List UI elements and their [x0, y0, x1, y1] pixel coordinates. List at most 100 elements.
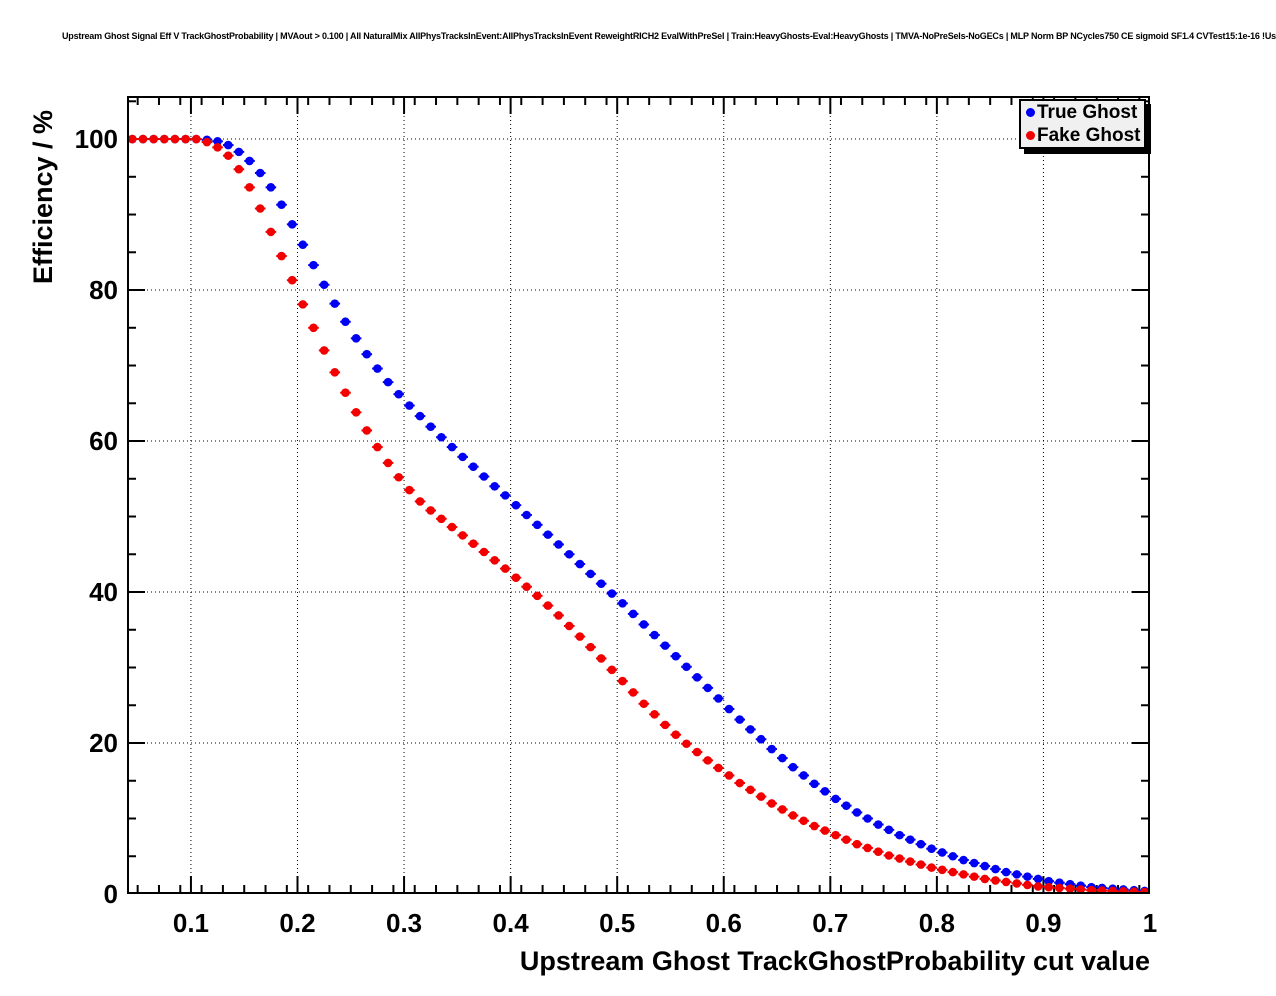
data-point-fake-ghost — [852, 839, 862, 849]
data-point-true-ghost — [458, 452, 467, 462]
data-point-fake-ghost — [756, 792, 766, 801]
data-point-true-ghost — [543, 530, 553, 539]
data-point-true-ghost — [1012, 870, 1022, 879]
data-point-fake-ghost — [682, 739, 691, 749]
data-point-true-ghost — [447, 442, 457, 452]
data-point-fake-ghost — [788, 811, 798, 820]
data-point-true-ghost — [309, 260, 318, 270]
data-point-true-ghost — [575, 559, 585, 569]
data-point-fake-ghost — [820, 826, 830, 835]
data-point-true-ghost — [1001, 867, 1011, 877]
frame-border — [127, 96, 1150, 894]
data-point-true-ghost — [586, 569, 595, 579]
data-point-true-ghost — [820, 787, 830, 796]
data-point-fake-ghost — [554, 611, 563, 620]
data-point-fake-ghost — [394, 472, 404, 482]
data-point-true-ghost — [660, 641, 670, 650]
data-point-fake-ghost — [181, 134, 190, 144]
y-tick-label-40: 40 — [89, 577, 118, 607]
data-point-true-ghost — [692, 673, 702, 682]
legend-label: Fake Ghost — [1037, 125, 1141, 146]
data-point-fake-ghost — [831, 830, 840, 840]
data-point-fake-ghost — [223, 151, 233, 160]
data-point-true-ghost — [852, 808, 862, 817]
data-point-fake-ghost — [948, 867, 958, 877]
data-point-fake-ghost — [959, 870, 968, 879]
y-axis-title: Efficiency / % — [28, 109, 58, 284]
data-point-fake-ghost — [287, 275, 297, 285]
data-point-true-ghost — [703, 683, 713, 693]
data-point-fake-ghost — [980, 874, 990, 884]
data-point-true-ghost — [927, 844, 936, 854]
data-point-true-ghost — [969, 858, 979, 868]
data-point-true-ghost — [905, 835, 915, 844]
data-point-fake-ghost — [628, 688, 638, 697]
data-point-fake-ghost — [991, 876, 1000, 885]
data-point-true-ghost — [330, 299, 340, 308]
data-point-true-ghost — [618, 599, 627, 608]
data-point-true-ghost — [373, 364, 382, 373]
data-point-fake-ghost — [128, 134, 137, 144]
data-point-fake-ghost — [479, 547, 489, 557]
data-point-fake-ghost — [841, 835, 851, 844]
data-point-fake-ghost — [810, 821, 819, 831]
x-tick-label-0.8: 0.8 — [918, 908, 955, 938]
data-point-fake-ghost — [671, 730, 681, 740]
y-tick-label-100: 100 — [74, 124, 118, 155]
data-point-fake-ghost — [202, 137, 212, 147]
data-point-true-ghost — [788, 762, 798, 772]
data-point-true-ghost — [287, 220, 297, 229]
x-tick-label-0.2: 0.2 — [279, 908, 316, 938]
data-point-fake-ghost — [458, 531, 467, 540]
data-point-true-ghost — [873, 820, 883, 829]
data-point-true-ghost — [511, 500, 521, 510]
data-point-fake-ghost — [1012, 879, 1022, 888]
data-point-true-ghost — [405, 401, 414, 410]
y-tick-label-60: 60 — [89, 426, 118, 457]
data-point-true-ghost — [991, 864, 1000, 874]
data-point-fake-ghost — [362, 426, 372, 435]
data-point-true-ghost — [628, 609, 638, 619]
data-point-true-ghost — [500, 491, 510, 500]
data-point-true-ghost — [948, 851, 958, 861]
data-point-true-ghost — [671, 651, 681, 661]
data-point-fake-ghost — [1023, 880, 1032, 890]
data-point-true-ghost — [522, 510, 531, 520]
data-point-fake-ghost — [191, 134, 201, 144]
x-tick-label-0.9: 0.9 — [1025, 908, 1062, 938]
data-point-fake-ghost — [692, 747, 702, 757]
data-point-fake-ghost — [1087, 885, 1096, 894]
data-point-fake-ghost — [905, 857, 915, 866]
data-point-fake-ghost — [330, 368, 340, 377]
data-point-fake-ghost — [298, 300, 308, 309]
data-point-fake-ghost — [490, 556, 499, 565]
data-point-fake-ghost — [245, 183, 254, 192]
data-point-fake-ghost — [586, 642, 595, 652]
data-point-true-ghost — [351, 334, 361, 343]
data-point-fake-ghost — [969, 872, 979, 881]
data-point-fake-ghost — [149, 134, 158, 144]
data-point-true-ghost — [266, 183, 276, 192]
data-point-fake-ghost — [351, 408, 361, 417]
data-point-fake-ghost — [596, 654, 606, 663]
x-tick-label-0.7: 0.7 — [812, 908, 849, 938]
data-point-fake-ghost — [1033, 882, 1043, 891]
data-point-true-ghost — [479, 472, 489, 481]
data-point-fake-ghost — [863, 843, 872, 853]
data-point-true-ghost — [319, 280, 329, 290]
data-point-fake-ghost — [500, 564, 510, 573]
data-point-true-ghost — [1044, 876, 1054, 886]
data-point-true-ghost — [735, 715, 745, 724]
data-point-fake-ghost — [447, 522, 457, 532]
data-point-true-ghost — [213, 136, 222, 146]
data-point-true-ghost — [362, 349, 372, 359]
data-point-fake-ghost — [522, 582, 531, 592]
data-point-true-ghost — [980, 861, 990, 871]
chart-area — [127, 96, 1150, 894]
data-point-true-ghost — [437, 432, 446, 442]
data-point-true-ghost — [426, 422, 436, 431]
data-point-true-ghost — [490, 482, 499, 491]
data-point-true-ghost — [554, 540, 563, 549]
data-point-fake-ghost — [213, 143, 222, 152]
data-point-true-ghost — [639, 620, 649, 629]
